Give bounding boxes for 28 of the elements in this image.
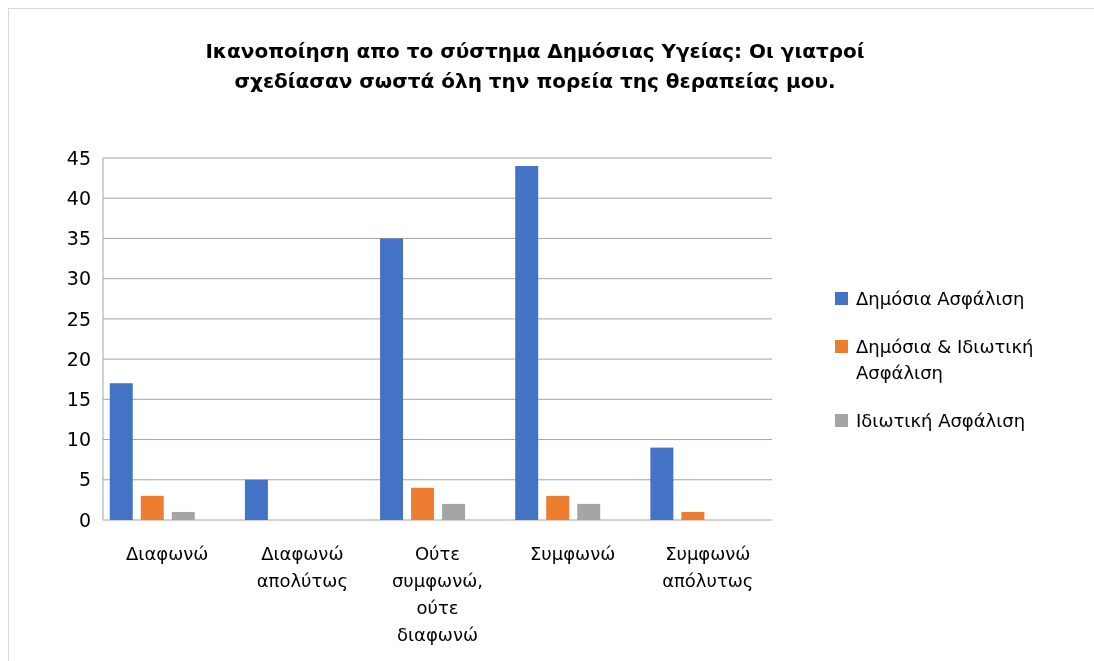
legend-label: Δημόσια Ασφάλιση: [856, 288, 1025, 309]
y-tick-label: 20: [66, 347, 91, 370]
y-tick-label: 30: [66, 267, 91, 290]
bar: [515, 166, 539, 520]
bar: [244, 479, 268, 520]
y-tick-label: 10: [66, 428, 91, 451]
y-tick-label: 25: [66, 307, 91, 330]
bar: [546, 495, 570, 520]
bar: [380, 238, 404, 520]
bar: [681, 511, 705, 520]
bar: [411, 487, 435, 520]
bar: [650, 447, 674, 520]
y-tick-label: 45: [66, 146, 91, 169]
legend-label: Δημόσια & Ιδιωτική Ασφάλιση: [856, 336, 1034, 383]
chart-title: Ικανοποίηση απο το σύστημα Δημόσιας Υγείας: Οι γιατροί σχεδίασαν σωστά όλη την πορεία της θεραπείας μου.: [205, 39, 865, 93]
y-tick-label: 5: [78, 468, 91, 491]
y-tick-label: 35: [66, 227, 91, 250]
y-tick-label: 15: [66, 387, 91, 410]
legend-label: Ιδιωτική Ασφάλιση: [856, 410, 1026, 431]
x-tick-label: Συμφωνώ: [529, 543, 616, 564]
bar: [109, 383, 133, 520]
x-tick-label: Διαφωνώ απολύτως: [256, 543, 348, 591]
y-tick-label: 40: [66, 186, 91, 209]
y-tick-label: 0: [78, 508, 91, 531]
bar: [140, 495, 164, 520]
x-tick-label: Διαφωνώ: [126, 543, 209, 564]
x-tick-label: Ούτε συμφωνώ, ούτε διαφωνώ: [391, 543, 484, 645]
x-tick-label: Συμφωνώ απόλυτως: [662, 543, 754, 591]
